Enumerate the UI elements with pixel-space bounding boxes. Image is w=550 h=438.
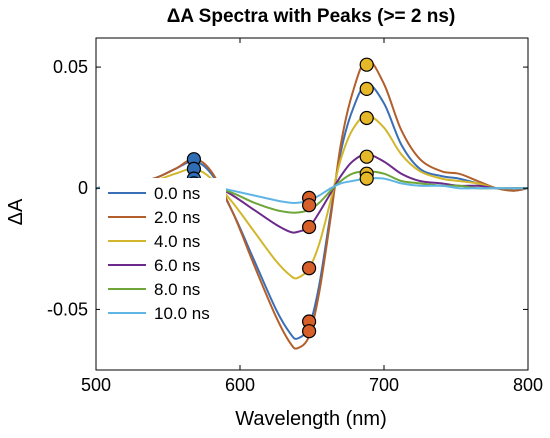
y-tick-label-0: -0.05: [47, 299, 88, 319]
legend-label-2: 4.0 ns: [154, 232, 200, 251]
peak-marker-14: [359, 149, 374, 164]
y-tick-label-2: 0.05: [53, 57, 88, 77]
x-tick-label-3: 800: [513, 375, 543, 395]
legend: 0.0 ns 2.0 ns 4.0 ns 6.0 ns 8.0 ns 10.0 ns: [100, 178, 226, 328]
peak-marker-11: [359, 57, 374, 72]
peak-marker-10: [302, 324, 317, 339]
peak-marker-8: [302, 261, 317, 276]
x-axis-label: Wavelength (nm): [235, 408, 387, 430]
x-tick-label-0: 500: [81, 375, 111, 395]
legend-label-4: 8.0 ns: [154, 280, 200, 299]
legend-box: [100, 178, 226, 328]
legend-label-0: 0.0 ns: [154, 184, 200, 203]
axes: 500 600 700 800 -0.05 0 0.05: [47, 37, 543, 395]
legend-label-3: 6.0 ns: [154, 256, 200, 275]
peak-marker-6: [302, 198, 317, 213]
legend-label-5: 10.0 ns: [154, 304, 210, 323]
y-tick-label-1: 0: [78, 178, 88, 198]
x-tick-label-2: 700: [369, 375, 399, 395]
y-axis-label: ΔA: [5, 198, 27, 225]
axes-box: [95, 37, 529, 371]
chart-title: ΔA Spectra with Peaks (>= 2 ns): [167, 6, 456, 27]
peak-marker-12: [359, 81, 374, 97]
peak-marker-7: [302, 219, 317, 235]
peak-marker-16: [359, 171, 374, 186]
peak-marker-13: [359, 110, 374, 126]
legend-label-1: 2.0 ns: [154, 208, 200, 227]
x-tick-label-1: 600: [225, 375, 255, 395]
